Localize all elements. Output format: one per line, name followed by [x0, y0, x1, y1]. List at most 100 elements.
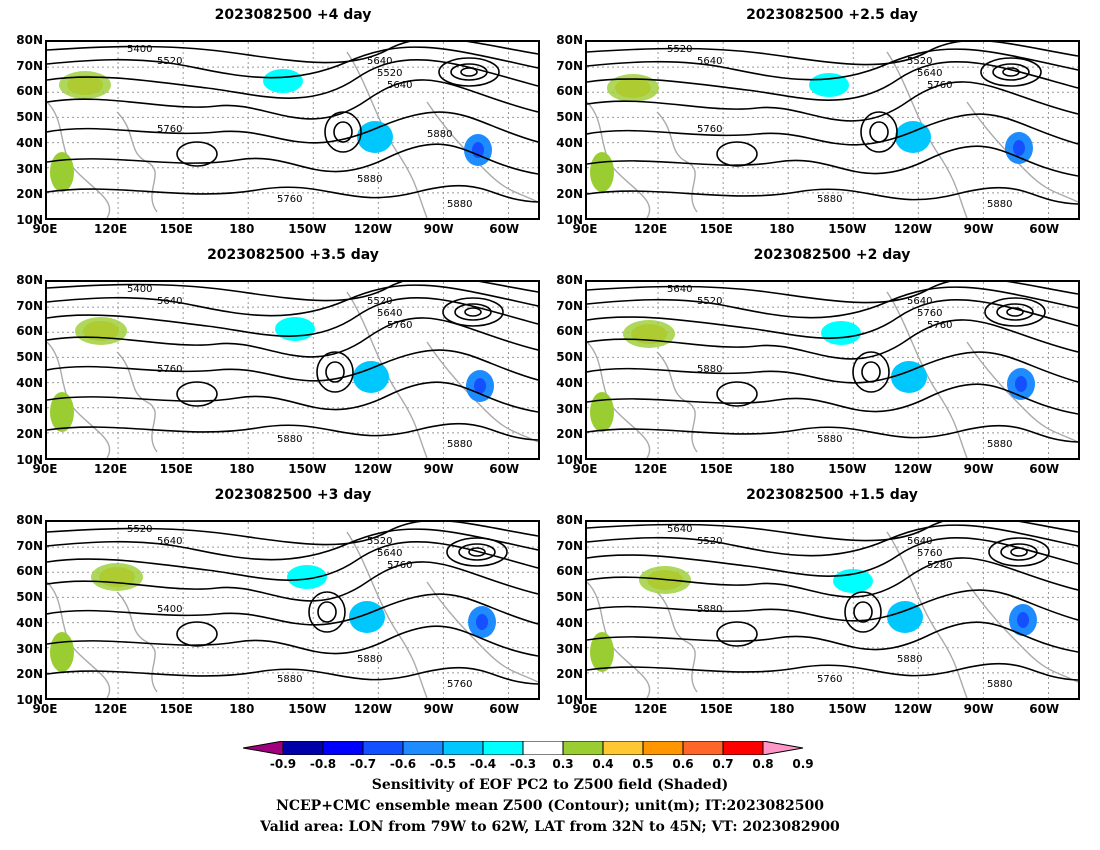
contour-label: 5520: [127, 524, 152, 535]
z500-contours: [47, 522, 538, 685]
contour-label: 5280: [927, 560, 952, 571]
lat-tick-label: 50N: [16, 350, 43, 365]
lat-tick-label: 20N: [556, 187, 583, 202]
colorbar-label: -0.5: [429, 757, 457, 771]
lat-tick-label: 70N: [16, 58, 43, 73]
contour-label: 5640: [367, 56, 392, 67]
contour-line: [47, 522, 538, 546]
contour-line: [47, 296, 538, 337]
contour-line: [47, 317, 538, 358]
contour-label: 5520: [697, 536, 722, 547]
lon-tick-label: 150W: [288, 222, 327, 236]
lat-tick-label: 80N: [556, 33, 583, 47]
contour-line: [587, 282, 1078, 304]
contour-label: 5640: [907, 536, 932, 547]
z500-contours: [587, 522, 1078, 681]
contour-line: [587, 662, 1078, 681]
lon-tick-label: 90E: [572, 222, 598, 236]
contour-label: 5640: [387, 80, 412, 91]
contour-label: 5760: [917, 548, 942, 559]
map-panel-5: 5520 5640 5520 5640 5760 5400 5880 5760 5880: [45, 520, 540, 700]
lat-tick-label: 40N: [556, 375, 583, 390]
lat-tick-label: 60N: [16, 84, 43, 99]
lat-tick-label: 70N: [556, 298, 583, 313]
contour-label: 5760: [387, 560, 412, 571]
lon-tick-label: 90W: [963, 222, 994, 236]
lon-tick-label: 150W: [828, 222, 867, 236]
lat-tick-label: 50N: [16, 590, 43, 605]
lon-tick-label: 120E: [93, 222, 128, 236]
contour-line: [47, 46, 538, 79]
lat-tick-label: 20N: [16, 427, 43, 442]
contour-label: 5880: [427, 129, 452, 140]
lat-tick-label: 60N: [556, 324, 583, 339]
contour-label: 5880: [987, 679, 1012, 690]
panel-title-2: 2023082500 +2.5 day: [746, 7, 918, 23]
lat-tick-label: 40N: [556, 615, 583, 630]
lon-tick-label: 60W: [489, 702, 520, 716]
colorbar-label: -0.3: [509, 757, 537, 771]
colorbar-swatch: [642, 741, 684, 755]
contour-line: [587, 536, 1078, 577]
contour-line: [47, 58, 538, 99]
contour-label: 5520: [157, 56, 182, 67]
contour-label: 5880: [447, 199, 472, 210]
contour-label: 5880: [697, 604, 722, 615]
contour-line: [587, 145, 1078, 177]
panel-title-1: 2023082500 +4 day: [214, 7, 372, 23]
lon-tick-label: 120E: [93, 462, 128, 476]
lon-tick-label: 180: [229, 462, 255, 476]
lat-tick-label: 70N: [16, 538, 43, 553]
lon-tick-label: 150E: [159, 222, 193, 236]
caption-line-2: NCEP+CMC ensemble mean Z500 (Contour); u…: [276, 798, 824, 814]
lon-tick-label: 60W: [1029, 702, 1060, 716]
lon-tick-label: 150W: [288, 462, 327, 476]
lon-tick-label: 90E: [32, 462, 58, 476]
contour-line: [587, 351, 1078, 384]
lon-tick-label: 90E: [32, 222, 58, 236]
contour-label: 5640: [157, 296, 182, 307]
contour-label: 5520: [667, 44, 692, 55]
lon-tick-label: 150W: [288, 702, 327, 716]
lon-tick-label: 150E: [159, 462, 193, 476]
lon-tick-label: 150E: [159, 702, 193, 716]
colorbar-label: 0.6: [672, 757, 694, 771]
lon-tick-label: 180: [229, 222, 255, 236]
contour-line: [587, 522, 1078, 542]
contour-line: [47, 284, 538, 317]
lon-tick-label: 120W: [353, 462, 393, 476]
colorbar-swatch: [682, 741, 724, 755]
lat-tick-label: 80N: [556, 273, 583, 287]
contour-line: [47, 666, 538, 685]
contour-label: 5400: [127, 284, 152, 295]
contour-label: 5760: [697, 124, 722, 135]
contour-line: [587, 81, 1078, 122]
lat-tick-label: 80N: [16, 33, 43, 47]
colorbar-swatch: [562, 741, 604, 755]
lat-tick-label: 50N: [556, 590, 583, 605]
contour-label: 5640: [667, 524, 692, 535]
colorbar-label: 0.7: [712, 757, 734, 771]
contour-label: 5640: [667, 284, 692, 295]
colorbar-label: 0.8: [752, 757, 774, 771]
contour-label: 5640: [377, 308, 402, 319]
lon-tick-label: 90W: [423, 462, 454, 476]
contour-label: 5520: [697, 296, 722, 307]
contour-line: [587, 589, 1078, 622]
lon-tick-label: 90W: [423, 222, 454, 236]
contour-label: 5520: [907, 56, 932, 67]
lon-tick-label: 120E: [633, 702, 668, 716]
contour-label: 5640: [157, 536, 182, 547]
lon-tick-label: 180: [769, 222, 795, 236]
contour-line: [47, 349, 538, 382]
lon-tick-label: 90W: [963, 702, 994, 716]
lat-tick-label: 80N: [16, 513, 43, 527]
lat-tick-label: 50N: [16, 110, 43, 125]
contour-line: [587, 186, 1078, 205]
gridlines: [47, 282, 538, 458]
contour-label: 5520: [377, 68, 402, 79]
contour-line: [47, 79, 538, 120]
